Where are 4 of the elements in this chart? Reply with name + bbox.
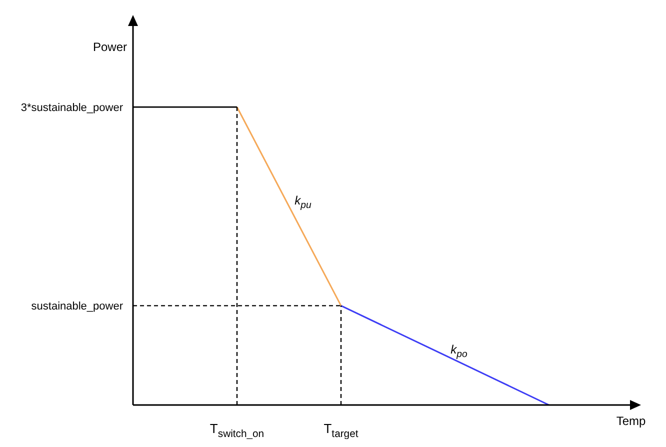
series-label: 3*sustainable_power xyxy=(20,102,124,114)
ref-line-label: sustainable_power xyxy=(31,300,124,313)
x-axis-title: Temp xyxy=(616,414,646,428)
y-axis-title: Power xyxy=(92,40,128,54)
